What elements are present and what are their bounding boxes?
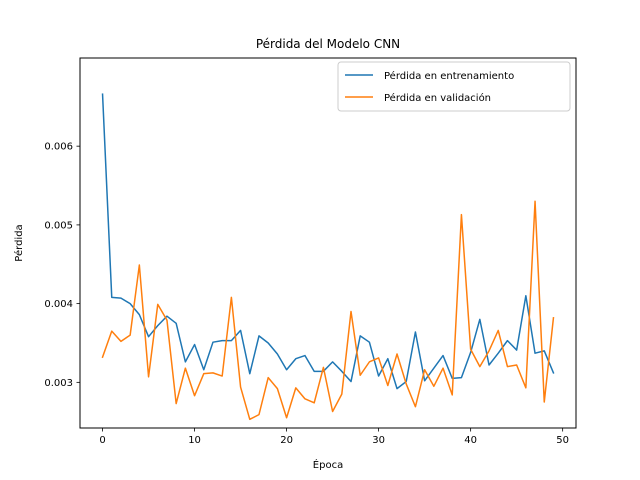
chart-title: Pérdida del Modelo CNN: [256, 37, 400, 51]
x-tick-label: 20: [280, 435, 293, 446]
series-line-validation: [101, 200, 555, 421]
x-tick-label: 50: [556, 435, 569, 446]
series-line-training: [101, 93, 555, 390]
plot-series-group: [101, 93, 555, 421]
y-tick-label: 0.003: [44, 378, 73, 389]
y-tick-label: 0.005: [44, 220, 73, 231]
x-tick-label: 10: [188, 435, 201, 446]
legend-label-validation: Pérdida en validación: [384, 92, 491, 104]
x-tick-label: 0: [99, 435, 105, 446]
plot-frame: [79, 57, 577, 429]
y-tick-label: 0.004: [44, 299, 73, 310]
x-tick-label: 30: [372, 435, 385, 446]
x-tick-label: 40: [464, 435, 477, 446]
legend-box: [337, 61, 571, 112]
x-axis-label: Época: [313, 458, 343, 471]
legend-label-training: Pérdida en entrenamiento: [384, 70, 514, 82]
legend: Pérdida en entrenamiento Pérdida en vali…: [337, 61, 571, 112]
y-axis-label: Pérdida: [13, 224, 25, 261]
y-tick-label: 0.006: [44, 142, 73, 153]
x-axis-ticks: 0 10 20 30 40 50: [99, 428, 569, 446]
y-axis-ticks: 0.003 0.004 0.005 0.006: [44, 142, 80, 389]
